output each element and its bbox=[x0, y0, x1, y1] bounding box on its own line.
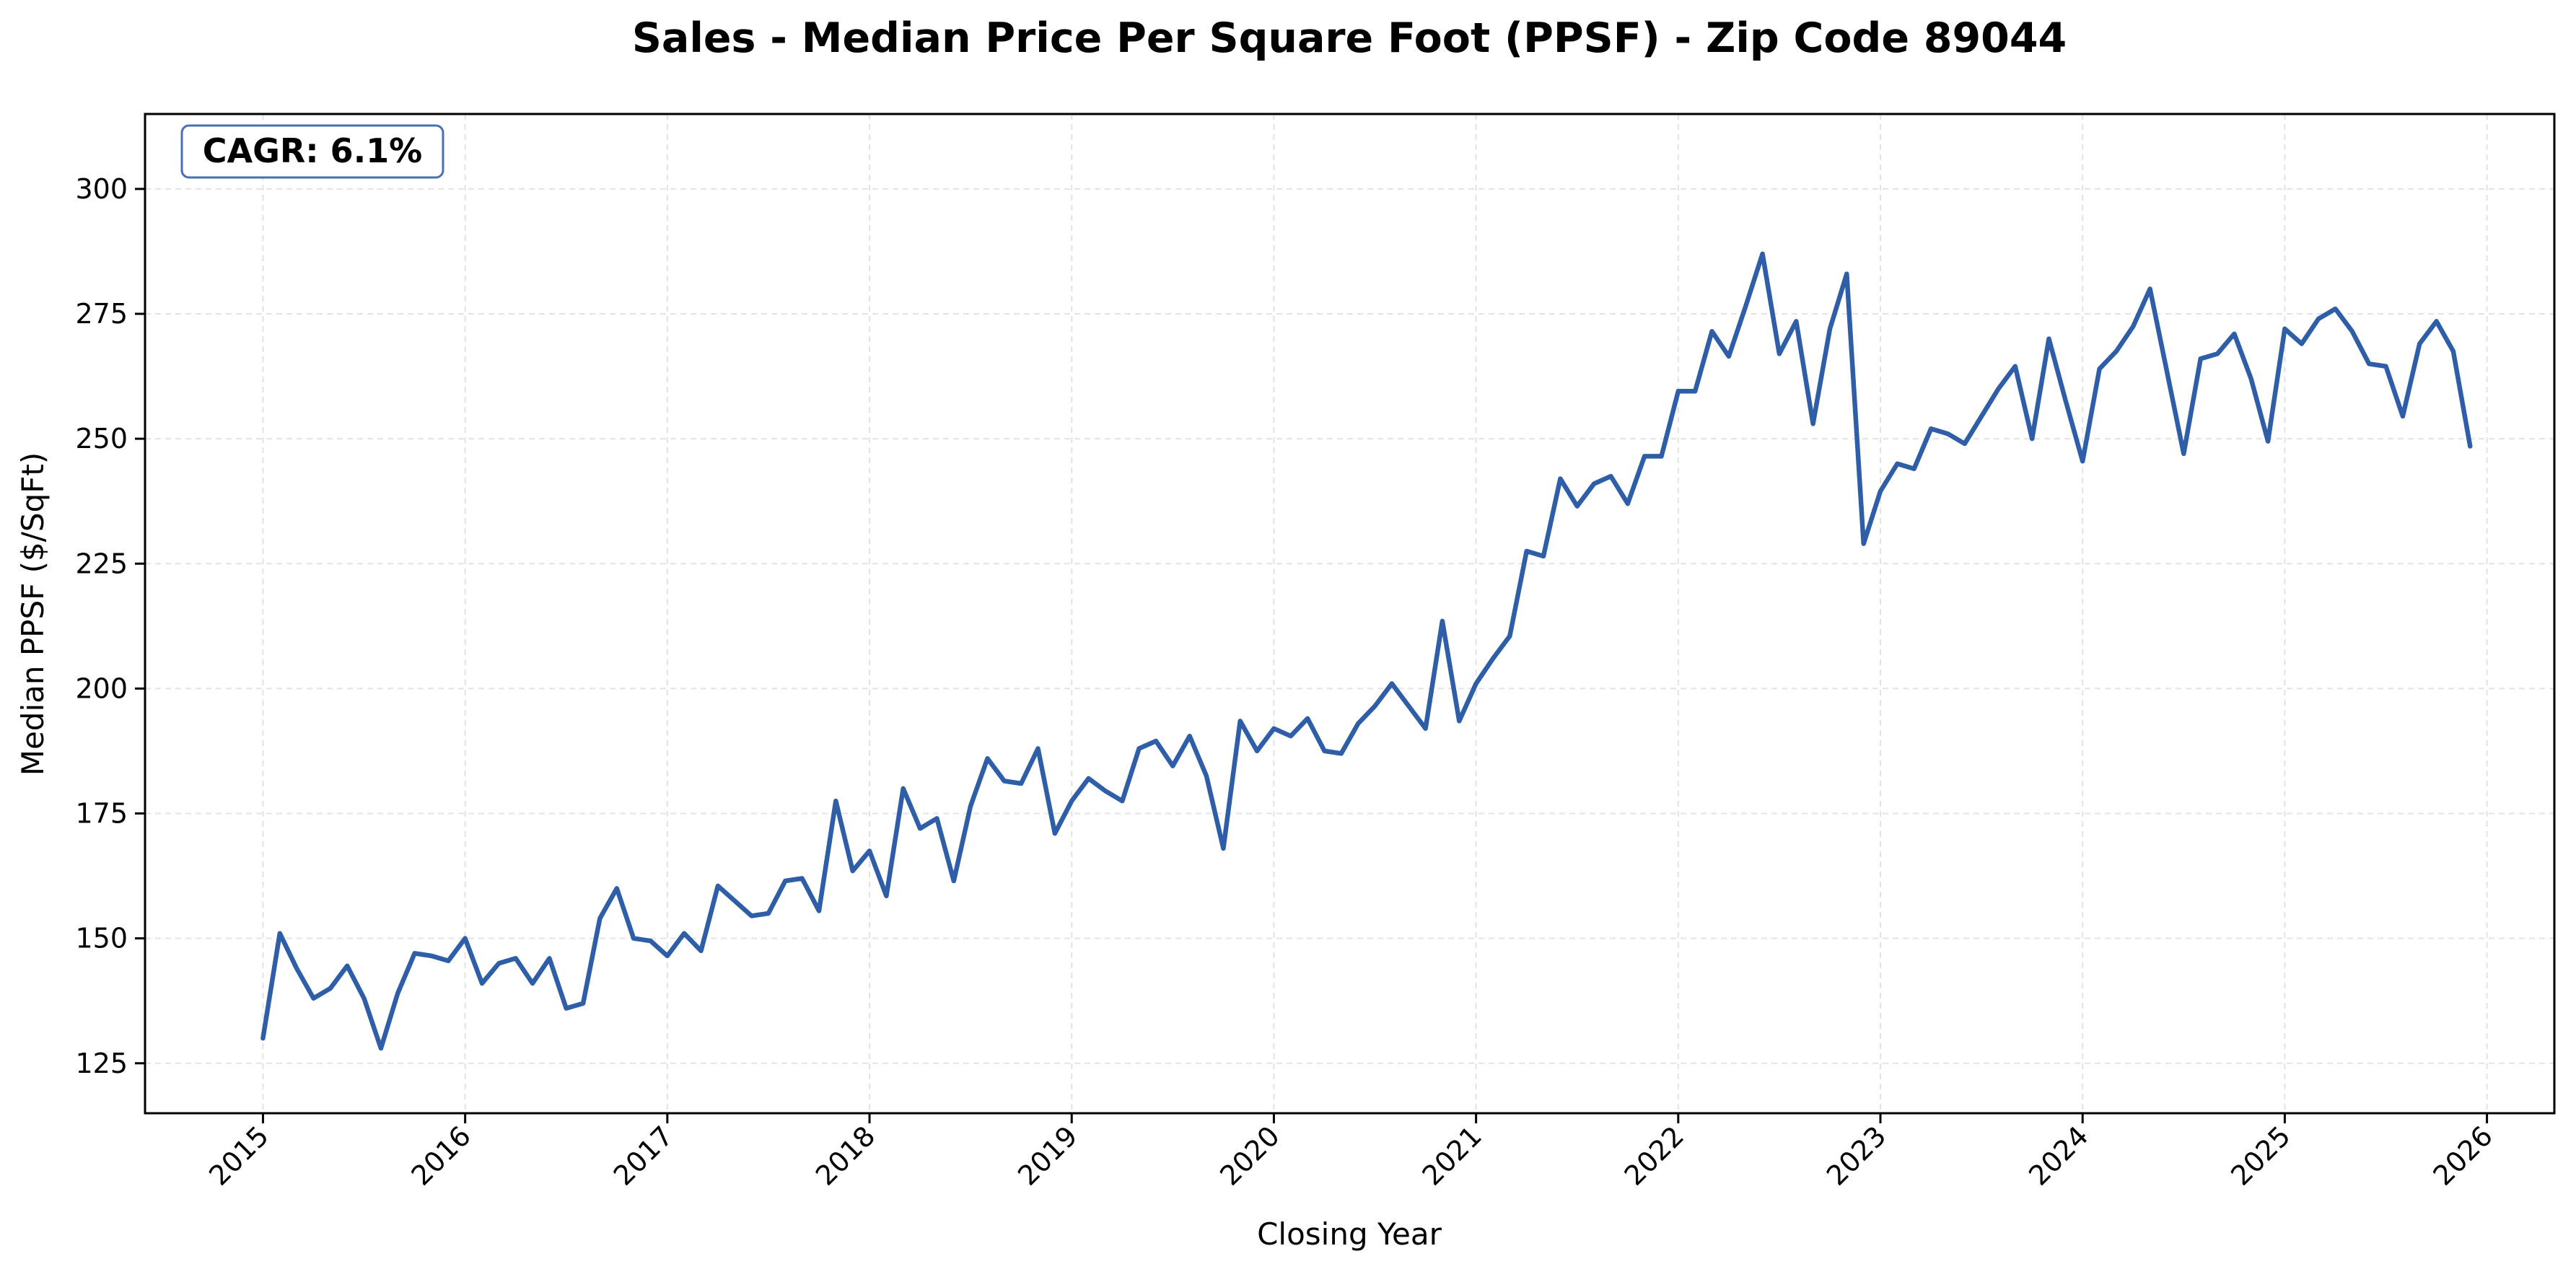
y-tick-label: 125 bbox=[75, 1048, 128, 1079]
y-tick-label: 300 bbox=[75, 173, 128, 205]
y-axis-label: Median PPSF ($/SqFt) bbox=[15, 452, 51, 776]
x-tick-label: 2025 bbox=[2225, 1120, 2297, 1192]
x-tick-label: 2016 bbox=[406, 1120, 478, 1192]
y-tick-label: 175 bbox=[75, 798, 128, 830]
x-tick-label: 2026 bbox=[2427, 1120, 2499, 1192]
x-tick-label: 2022 bbox=[1618, 1120, 1691, 1192]
x-axis: 2015 2016 2017 2018 2019 2020 2021 2022 2023 2024… bbox=[203, 1113, 2499, 1192]
x-tick-label: 2018 bbox=[810, 1120, 882, 1192]
y-tick-label: 250 bbox=[75, 423, 128, 455]
y-tick-label: 225 bbox=[75, 548, 128, 579]
x-axis-label: Closing Year bbox=[1257, 1216, 1442, 1252]
y-tick-label: 200 bbox=[75, 672, 128, 704]
x-tick-label: 2019 bbox=[1012, 1120, 1084, 1192]
cagr-annotation: CAGR: 6.1% bbox=[180, 124, 444, 179]
cagr-box bbox=[180, 124, 444, 179]
x-tick-label: 2021 bbox=[1416, 1120, 1488, 1192]
grid bbox=[145, 114, 2554, 1113]
plot-frame bbox=[144, 113, 2556, 1115]
y-axis: 125 150 175 200 225 250 275 300 bbox=[75, 173, 145, 1079]
x-tick-label: 2015 bbox=[203, 1120, 275, 1192]
series-line-0 bbox=[260, 251, 2473, 1051]
x-tick-label: 2017 bbox=[608, 1120, 680, 1192]
x-tick-label: 2023 bbox=[1821, 1120, 1893, 1192]
series-layer bbox=[260, 251, 2473, 1051]
x-tick-label: 2024 bbox=[2023, 1120, 2095, 1192]
chart-title: Sales - Median Price Per Square Foot (PP… bbox=[632, 14, 2067, 62]
y-tick-label: 150 bbox=[75, 923, 128, 955]
x-tick-label: 2020 bbox=[1214, 1120, 1286, 1192]
y-tick-label: 275 bbox=[75, 298, 128, 330]
cagr-label: CAGR: 6.1% bbox=[203, 131, 423, 170]
